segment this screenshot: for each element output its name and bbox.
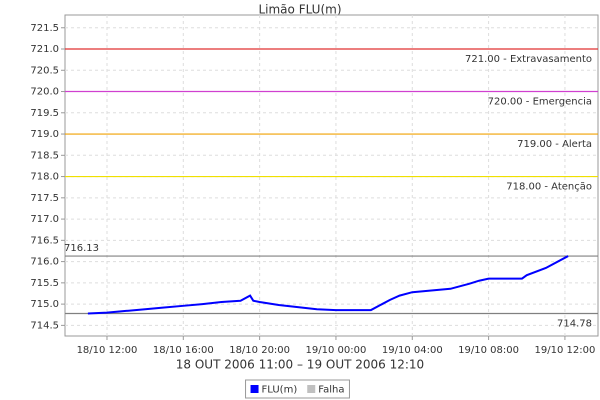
legend-label: FLU(m): [262, 385, 298, 396]
x-tick-label: 19/10 08:00: [458, 345, 519, 356]
y-tick-label: 716.0: [30, 257, 59, 268]
y-tick-label: 719.5: [30, 108, 59, 119]
x-axis-label: 18 OUT 2006 11:00 – 19 OUT 2006 12:10: [176, 358, 424, 372]
y-tick-label: 714.5: [30, 320, 59, 331]
x-tick-label: 19/10 12:00: [535, 345, 596, 356]
y-tick-label: 716.5: [30, 235, 59, 246]
threshold-label: 719.00 - Alerta: [517, 139, 592, 150]
y-tick-label: 721.0: [30, 44, 59, 55]
threshold-label: 721.00 - Extravasamento: [465, 54, 592, 65]
y-tick-label: 715.5: [30, 278, 59, 289]
x-tick-label: 18/10 16:00: [153, 345, 214, 356]
threshold-label: 716.13: [64, 243, 99, 254]
y-tick-label: 715.0: [30, 299, 59, 310]
y-tick-label: 719.0: [30, 129, 59, 140]
chart-title: Limão FLU(m): [258, 3, 341, 17]
x-tick-label: 19/10 00:00: [306, 345, 367, 356]
y-tick-label: 717.0: [30, 214, 59, 225]
data-line: [87, 255, 569, 315]
x-tick-label: 18/10 12:00: [77, 345, 138, 356]
threshold-label: 718.00 - Atenção: [506, 182, 592, 193]
x-tick-label: 19/10 04:00: [382, 345, 443, 356]
y-tick-label: 721.5: [30, 23, 59, 34]
threshold-label: 720.00 - Emergencia: [488, 97, 592, 108]
y-tick-label: 720.5: [30, 65, 59, 76]
legend-swatch: [307, 385, 316, 393]
y-tick-label: 718.0: [30, 172, 59, 183]
threshold-label: 714.78: [557, 318, 592, 329]
legend-label: Falha: [318, 385, 344, 396]
x-tick-label: 18/10 20:00: [229, 345, 290, 356]
y-tick-label: 717.5: [30, 193, 59, 204]
legend-box: [245, 379, 350, 399]
y-tick-label: 720.0: [30, 87, 59, 98]
legend-swatch: [250, 385, 259, 393]
y-tick-label: 718.5: [30, 150, 59, 161]
